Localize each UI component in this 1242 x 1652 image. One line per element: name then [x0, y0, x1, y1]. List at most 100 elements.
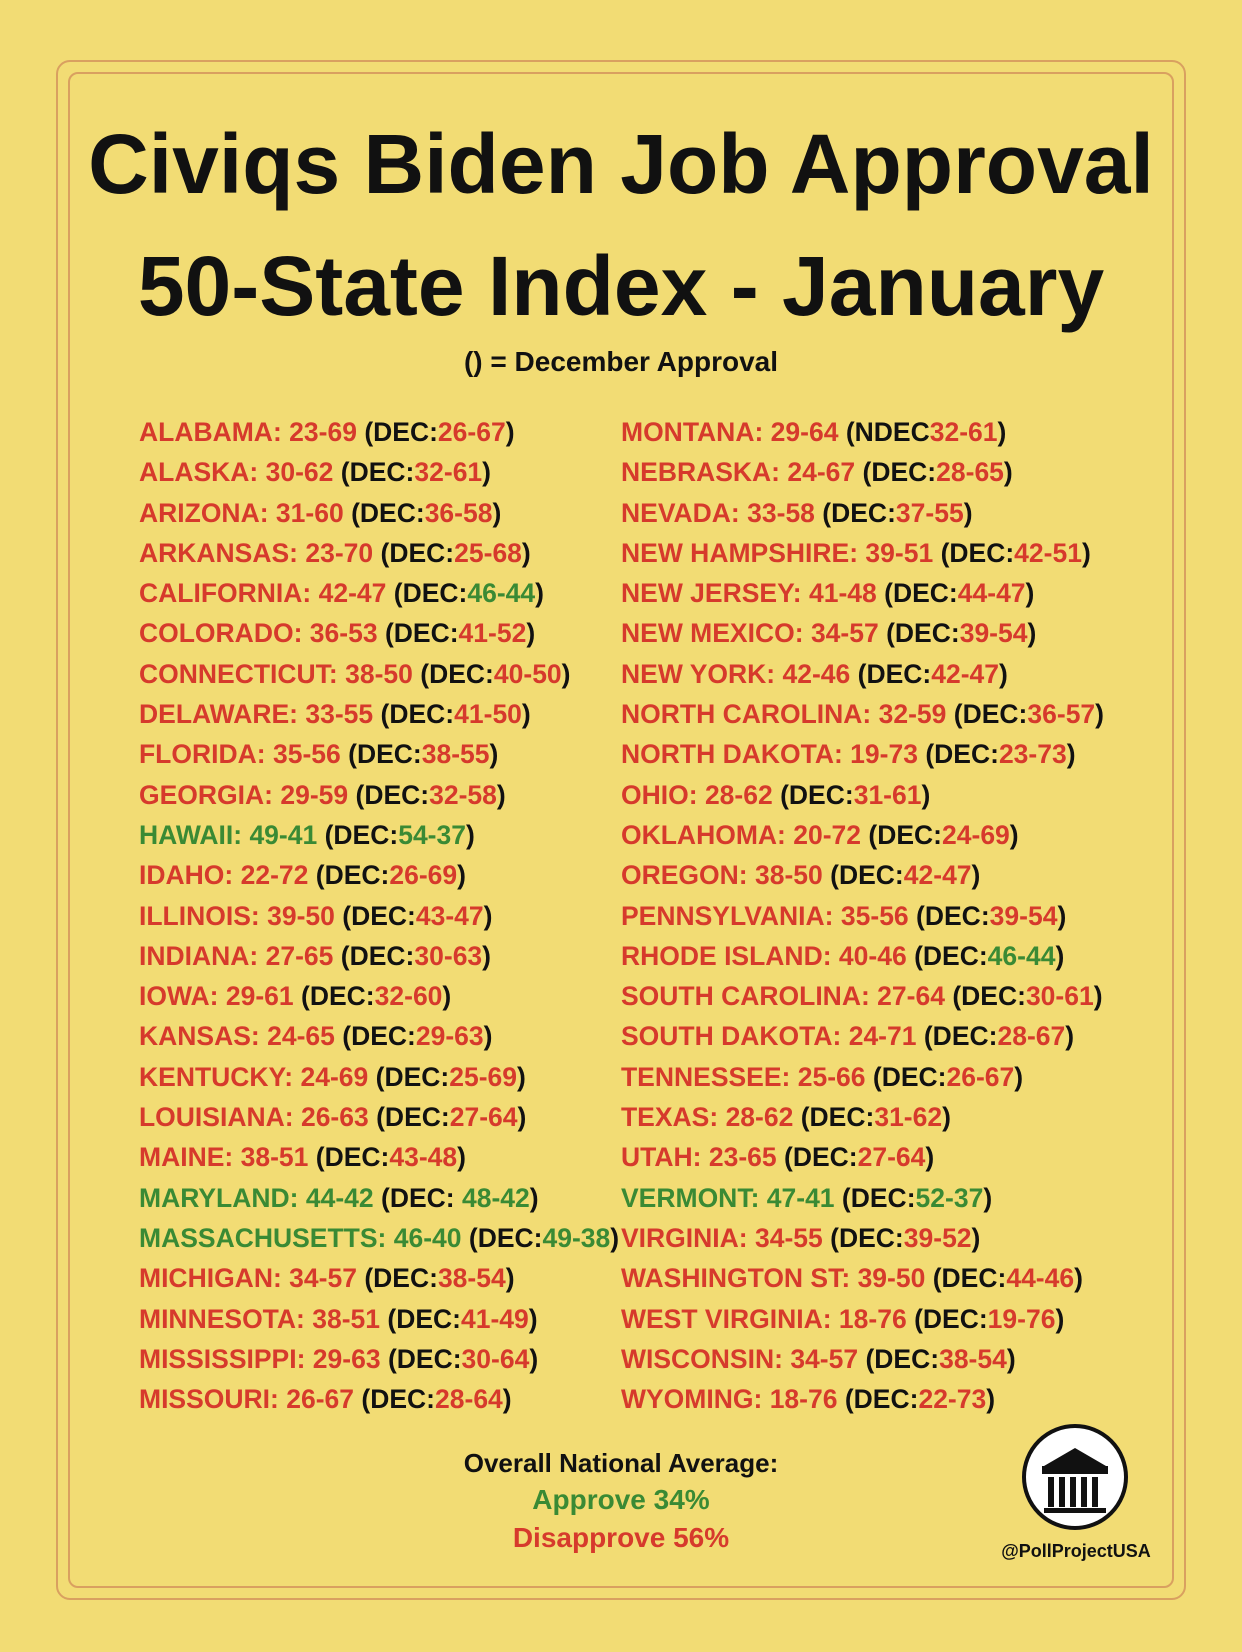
december-prefix: (DEC:: [355, 779, 430, 810]
january-approval: 33-58: [747, 497, 815, 528]
december-approval: 38-54: [939, 1343, 1007, 1374]
states-column-right: MONTANA: 29-64 (NDEC32-61) NEBRASKA: 24-6…: [621, 412, 1104, 1419]
december-prefix: (DEC:: [925, 739, 999, 770]
closing-paren: ): [505, 417, 515, 447]
state-name: OKLAHOMA:: [621, 819, 786, 850]
state-row: UTAH: 23-65 (DEC:27-64): [621, 1137, 1104, 1177]
state-row: WYOMING: 18-76 (DEC:22-73): [621, 1379, 1104, 1419]
december-approval: 30-61: [1025, 981, 1094, 1012]
december-approval: 28-64: [435, 1384, 503, 1415]
december-prefix: (DEC:: [315, 860, 390, 891]
december-prefix: (DEC:: [342, 900, 416, 931]
state-name: OREGON:: [621, 860, 748, 891]
closing-paren: ): [502, 1384, 512, 1415]
state-name: HAWAII:: [139, 819, 243, 850]
state-row: OKLAHOMA: 20-72 (DEC:24-69): [621, 815, 1104, 855]
state-row: CALIFORNIA: 42-47 (DEC:46-44): [139, 573, 619, 613]
state-name: KENTUCKY:: [139, 1061, 294, 1092]
state-row: IDAHO: 22-72 (DEC:26-69): [139, 855, 619, 895]
closing-paren: ): [1065, 1021, 1075, 1052]
january-approval: 41-48: [809, 578, 877, 609]
closing-paren: ): [489, 739, 499, 770]
january-approval: 22-72: [240, 860, 309, 891]
building-columns-icon: [1022, 1424, 1128, 1530]
state-name: RHODE ISLAND:: [621, 940, 832, 971]
state-name: LOUISIANA:: [139, 1102, 294, 1133]
closing-paren: ): [482, 940, 491, 971]
closing-paren: ): [505, 1263, 515, 1294]
december-prefix: (DEC:: [857, 658, 932, 689]
state-row: SOUTH DAKOTA: 24-71 (DEC:28-67): [621, 1016, 1104, 1056]
december-prefix: (DEC:: [923, 1021, 998, 1052]
state-name: MAINE:: [139, 1142, 234, 1173]
closing-paren: ): [1025, 578, 1035, 609]
state-row: ARKANSAS: 23-70 (DEC:25-68): [139, 533, 619, 573]
december-prefix: (DEC:: [351, 497, 425, 528]
december-prefix: (DEC:: [886, 618, 960, 649]
january-approval: 38-51: [240, 1142, 309, 1173]
december-approval: 26-69: [389, 860, 458, 891]
january-approval: 39-51: [865, 537, 934, 568]
december-approval: 36-57: [1027, 699, 1096, 730]
closing-paren: ): [496, 779, 506, 810]
december-approval: 24-69: [942, 819, 1010, 850]
state-name: ILLINOIS:: [139, 900, 260, 931]
closing-paren: ): [526, 618, 536, 649]
january-approval: 44-42: [305, 1182, 374, 1213]
december-prefix: (DEC:: [800, 1102, 875, 1133]
state-name: WISCONSIN:: [621, 1343, 783, 1374]
outer-frame: [56, 60, 1186, 1600]
closing-paren: ): [1066, 739, 1076, 770]
national-approve: Approve 34%: [532, 1484, 710, 1515]
title-line-1: Civiqs Biden Job Approval: [88, 117, 1154, 211]
state-row: FLORIDA: 35-56 (DEC:38-55): [139, 734, 619, 774]
december-approval: 25-69: [449, 1061, 518, 1092]
january-approval: 24-71: [848, 1021, 917, 1052]
closing-paren: ): [457, 1142, 466, 1173]
closing-paren: ): [1055, 1303, 1065, 1334]
january-approval: 26-63: [300, 1102, 369, 1133]
closing-paren: ): [921, 779, 931, 810]
january-approval: 38-50: [345, 658, 413, 689]
december-approval: 32-60: [374, 981, 443, 1012]
december-prefix: (DEC:: [381, 1182, 462, 1213]
state-name: IDAHO:: [139, 860, 234, 891]
december-prefix: (DEC:: [830, 860, 904, 891]
january-approval: 35-56: [272, 739, 341, 770]
december-approval: 32-61: [929, 417, 998, 447]
state-row: ARIZONA: 31-60 (DEC:36-58): [139, 493, 619, 533]
december-approval: 44-46: [1006, 1263, 1075, 1294]
december-approval: 43-47: [415, 900, 484, 931]
january-approval: 35-56: [840, 900, 909, 931]
january-approval: 25-66: [797, 1061, 866, 1092]
december-approval: 39-54: [959, 618, 1028, 649]
state-row: MISSOURI: 26-67 (DEC:28-64): [139, 1379, 619, 1419]
december-prefix: (DEC:: [384, 618, 459, 649]
december-approval: 28-67: [997, 1021, 1066, 1052]
state-name: WYOMING:: [621, 1384, 763, 1415]
december-prefix: (DEC:: [830, 1222, 904, 1253]
closing-paren: ): [942, 1102, 951, 1133]
january-approval: 18-76: [769, 1384, 838, 1415]
state-name: WASHINGTON ST:: [621, 1263, 851, 1294]
january-approval: 39-50: [267, 900, 335, 931]
closing-paren: ): [483, 900, 493, 931]
december-prefix: (DEC:: [865, 1343, 940, 1374]
january-approval: 38-51: [312, 1303, 381, 1334]
state-name: IOWA:: [139, 981, 219, 1012]
december-prefix: (DEC:: [393, 578, 468, 609]
state-row: HAWAII: 49-41 (DEC:54-37): [139, 815, 619, 855]
january-approval: 29-61: [225, 981, 294, 1012]
state-row: ALASKA: 30-62 (DEC:32-61): [139, 452, 619, 492]
december-approval: 41-52: [458, 618, 527, 649]
january-approval: 23-70: [305, 537, 374, 568]
december-prefix: (DEC:: [387, 1303, 461, 1334]
state-name: TENNESSEE:: [621, 1061, 791, 1092]
closing-paren: ): [997, 417, 1007, 447]
closing-paren: ): [1095, 699, 1104, 730]
state-name: MASSACHUSETTS:: [139, 1222, 387, 1253]
state-name: NEBRASKA:: [621, 457, 780, 488]
state-row: ILLINOIS: 39-50 (DEC:43-47): [139, 896, 619, 936]
december-approval: 30-64: [461, 1343, 530, 1374]
december-approval: 26-67: [946, 1061, 1015, 1092]
